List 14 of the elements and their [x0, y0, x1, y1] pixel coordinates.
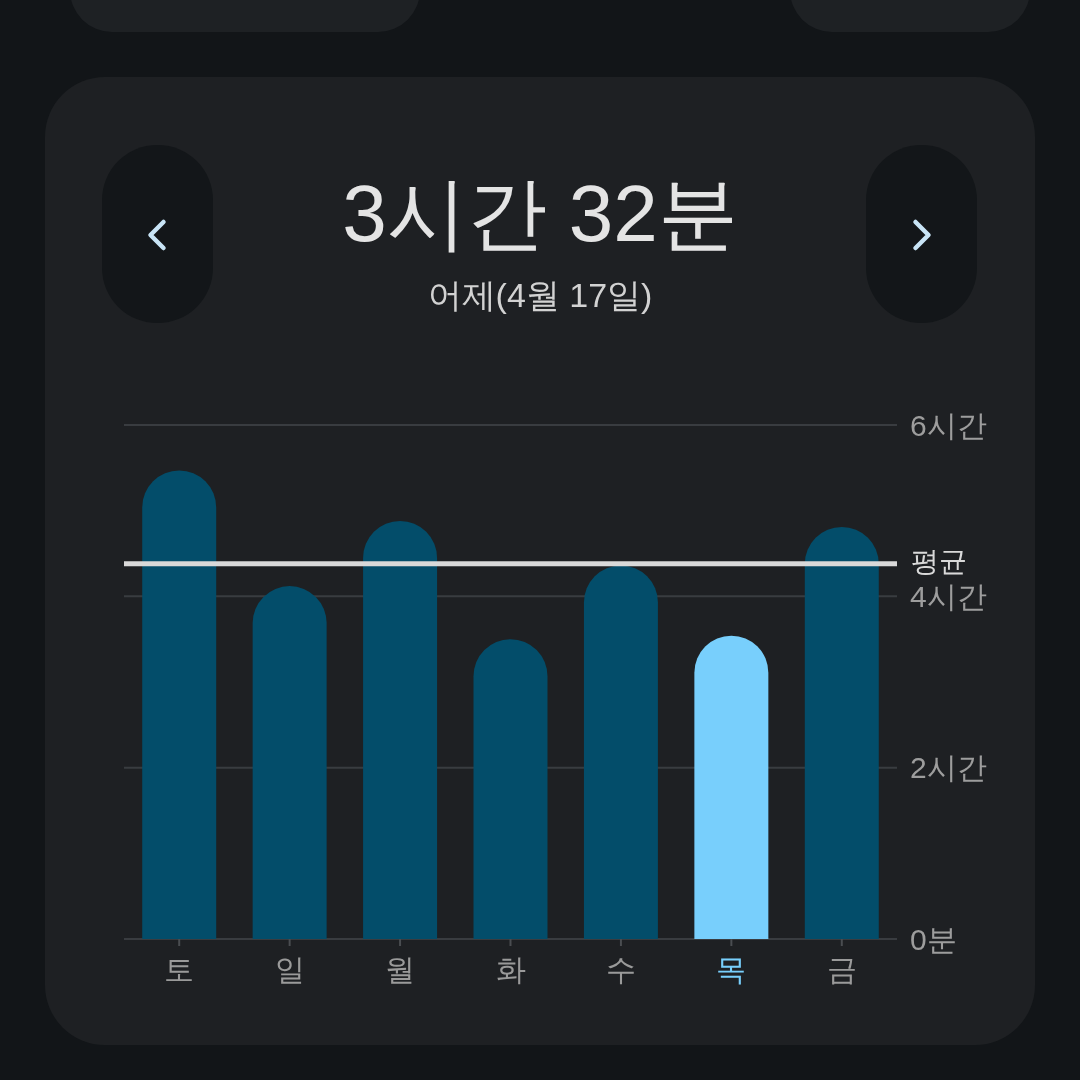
x-tick-label: 일 — [274, 952, 305, 986]
y-tick-label: 2시간 — [910, 751, 987, 785]
title: 3시간 32분 — [342, 169, 738, 258]
x-tick-label: 수 — [605, 952, 636, 986]
y-tick-label: 4시간 — [910, 579, 987, 613]
x-tick-label: 금 — [826, 952, 857, 986]
x-tick-label: 목 — [716, 952, 747, 986]
x-tick-label: 화 — [495, 952, 526, 986]
y-tick-label: 6시간 — [910, 408, 987, 442]
y-tick-label: 0분 — [910, 922, 957, 956]
ref-line-label: 평균 — [911, 546, 967, 578]
x-tick-label: 월 — [385, 952, 416, 986]
subtitle: 어제(4월 17일) — [427, 276, 653, 314]
x-tick-label: 토 — [164, 952, 195, 986]
